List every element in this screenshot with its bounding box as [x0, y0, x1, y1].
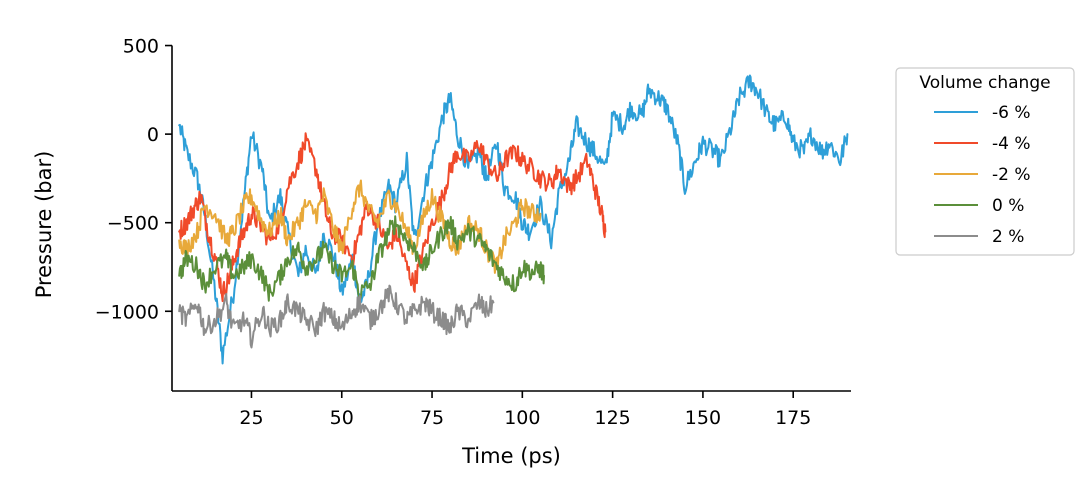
legend: Volume change -6 % -4 % -2 % 0 % 2 %: [895, 67, 1075, 256]
x-axis-title: Time (ps): [461, 444, 561, 468]
series-line-3: [178, 215, 545, 302]
series-line-0: [178, 74, 849, 365]
x-tick-label: 75: [420, 407, 444, 429]
y-tick-label: −1000: [95, 301, 159, 323]
x-tick-label: 100: [504, 407, 540, 429]
y-axis-title: Pressure (bar): [32, 151, 56, 299]
plot-series-group: [178, 74, 849, 365]
legend-title: Volume change: [919, 73, 1050, 93]
y-ticks-group: 500 0 −500 −1000: [95, 36, 172, 323]
legend-entries: -6 % -4 % -2 % 0 % 2 %: [934, 103, 1031, 247]
legend-frame: [895, 67, 1075, 256]
y-tick-label: −500: [107, 213, 159, 235]
x-tick-label: 150: [685, 407, 721, 429]
y-tick-label: 500: [123, 36, 159, 58]
legend-label: -2 %: [992, 165, 1031, 185]
x-ticks-group: 25 50 75 100 125 150 175: [239, 391, 811, 429]
x-tick-label: 125: [594, 407, 630, 429]
series-line-4: [178, 284, 495, 349]
legend-label: -6 %: [992, 103, 1031, 123]
x-tick-label: 50: [330, 407, 354, 429]
axes-group: [171, 45, 851, 392]
legend-label: 0 %: [992, 196, 1024, 216]
y-tick-label: 0: [147, 124, 159, 146]
series-line-1: [178, 132, 607, 303]
x-tick-label: 175: [775, 407, 811, 429]
series-line-2: [178, 179, 542, 274]
legend-label: -4 %: [992, 134, 1031, 154]
x-tick-label: 25: [239, 407, 263, 429]
legend-label: 2 %: [992, 227, 1024, 247]
